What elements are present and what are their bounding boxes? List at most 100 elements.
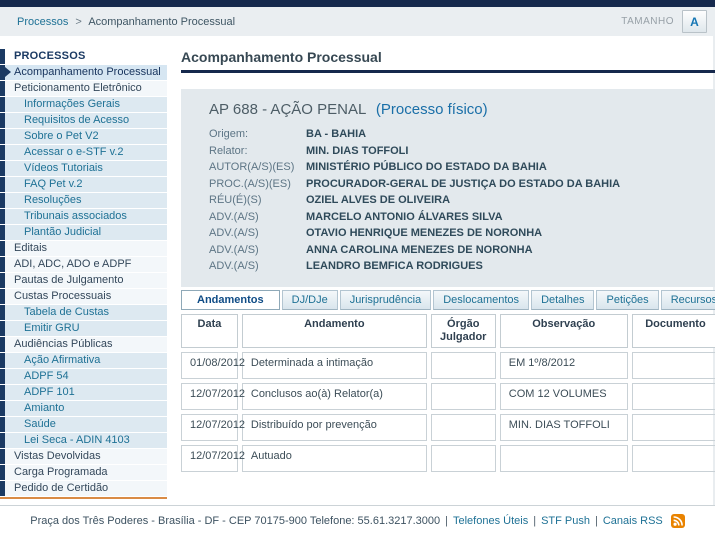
cell-andamento: Autuado bbox=[241, 444, 427, 472]
breadcrumb: Processos > Acompanhamento Processual bbox=[17, 16, 235, 28]
cell-data: 01/08/2012 bbox=[181, 351, 245, 379]
sidebar-item-acompanhamento-processual[interactable]: Acompanhamento Processual bbox=[0, 65, 167, 80]
cell-observacao: COM 12 VOLUMES bbox=[499, 382, 628, 410]
nav-marker bbox=[0, 321, 5, 336]
cell-orgao bbox=[430, 413, 496, 441]
col-header-data: Data bbox=[181, 313, 238, 348]
tab-deslocamentos[interactable]: Deslocamentos bbox=[433, 289, 530, 310]
font-size-control: TAMANHO A bbox=[621, 10, 707, 33]
breadcrumb-current: Acompanhamento Processual bbox=[88, 15, 236, 28]
sidebar-item-editais[interactable]: Editais bbox=[0, 241, 167, 256]
case-field-relator: Relator: MIN. DIAS TOFFOLI bbox=[209, 144, 409, 157]
case-field-adv-3: ADV.(A/S) ANNA CAROLINA MENEZES DE NORON… bbox=[209, 243, 533, 256]
nav-marker bbox=[0, 353, 5, 368]
cell-documento bbox=[631, 351, 715, 379]
sidebar-item-amianto[interactable]: Amianto bbox=[0, 401, 167, 416]
nav-marker bbox=[0, 49, 5, 64]
tab-andamentos[interactable]: Andamentos bbox=[181, 289, 280, 310]
sidebar-item-pedido-de-certidao[interactable]: Pedido de Certidão bbox=[0, 481, 167, 496]
case-number: AP 688 - AÇÃO PENAL bbox=[209, 101, 366, 118]
sidebar-item-adpf-101[interactable]: ADPF 101 bbox=[0, 385, 167, 400]
tab-jurisprudencia[interactable]: Jurisprudência bbox=[339, 289, 432, 310]
sidebar-item-vistas-devolvidas[interactable]: Vistas Devolvidas bbox=[0, 449, 167, 464]
tab-dj-dje[interactable]: DJ/DJe bbox=[281, 289, 338, 310]
nav-marker bbox=[0, 193, 5, 208]
sidebar-item-emitir-gru[interactable]: Emitir GRU bbox=[0, 321, 167, 336]
cell-orgao bbox=[430, 444, 496, 472]
sidebar-item-saude[interactable]: Saúde bbox=[0, 417, 167, 432]
font-size-button[interactable]: A bbox=[682, 10, 707, 33]
footer-address: Praça dos Três Poderes - Brasília - DF -… bbox=[30, 514, 441, 527]
top-navy-strip bbox=[0, 0, 715, 7]
sidebar-item-informacoes-gerais[interactable]: Informações Gerais bbox=[0, 97, 167, 112]
sidebar-item-pautas-de-julgamento[interactable]: Pautas de Julgamento bbox=[0, 273, 167, 288]
cell-data: 12/07/2012 bbox=[181, 382, 245, 410]
col-header-andamento: Andamento bbox=[241, 313, 427, 348]
sidebar-item-tribunais-associados[interactable]: Tribunais associados bbox=[0, 209, 167, 224]
tab-detalhes[interactable]: Detalhes bbox=[531, 289, 595, 310]
nav-marker bbox=[0, 209, 5, 224]
sidebar-item-resolucoes[interactable]: Resoluções bbox=[0, 193, 167, 208]
sidebar-item-requisitos-de-acesso[interactable]: Requisitos de Acesso bbox=[0, 113, 167, 128]
nav-marker bbox=[0, 113, 5, 128]
sidebar-item-adpf-54[interactable]: ADPF 54 bbox=[0, 369, 167, 384]
nav-marker bbox=[0, 401, 5, 416]
footer-link-stf-push[interactable]: STF Push bbox=[541, 514, 590, 527]
cell-data: 12/07/2012 bbox=[181, 444, 245, 472]
nav-marker bbox=[0, 465, 5, 480]
nav-marker bbox=[0, 337, 5, 352]
breadcrumb-separator: > bbox=[75, 15, 82, 28]
sidebar-item-videos-tutoriais[interactable]: Vídeos Tutoriais bbox=[0, 161, 167, 176]
sidebar-item-acao-afirmativa[interactable]: Ação Afirmativa bbox=[0, 353, 167, 368]
case-field-autor: AUTOR(A/S)(ES) MINISTÉRIO PÚBLICO DO EST… bbox=[209, 161, 547, 173]
cell-observacao bbox=[499, 444, 628, 472]
nav-marker bbox=[0, 273, 5, 288]
table-row: 01/08/2012 Determinada a intimação EM 1º… bbox=[181, 351, 715, 379]
sidebar-item-processos[interactable]: PROCESSOS bbox=[0, 49, 167, 64]
nav-marker bbox=[0, 417, 5, 432]
case-tabs: Andamentos DJ/DJe Jurisprudência Desloca… bbox=[181, 289, 715, 310]
cell-observacao: MIN. DIAS TOFFOLI bbox=[499, 413, 628, 441]
case-type-physical: (Processo físico) bbox=[375, 101, 488, 118]
case-field-proc: PROC.(A/S)(ES) PROCURADOR-GERAL DE JUSTI… bbox=[209, 177, 621, 190]
sidebar-item-faq-pet[interactable]: FAQ Pet v.2 bbox=[0, 177, 167, 192]
case-field-reu: RÉU(É)(S) OZIEL ALVES DE OLIVEIRA bbox=[209, 194, 451, 206]
main-content: Acompanhamento Processual AP 688 - AÇÃO … bbox=[181, 49, 715, 476]
footer-link-telefones-uteis[interactable]: Telefones Úteis bbox=[452, 514, 529, 527]
main-columns: PROCESSOS Acompanhamento Processual Peti… bbox=[0, 36, 715, 499]
cell-observacao: EM 1º/8/2012 bbox=[499, 351, 628, 379]
cell-orgao bbox=[430, 351, 496, 379]
size-label: TAMANHO bbox=[621, 16, 674, 27]
nav-marker bbox=[0, 369, 5, 384]
case-field-adv-2: ADV.(A/S) OTAVIO HENRIQUE MENEZES DE NOR… bbox=[209, 227, 543, 239]
sidebar-item-sobre-o-pet-v2[interactable]: Sobre o Pet V2 bbox=[0, 129, 167, 144]
sidebar-item-acessar-o-estf[interactable]: Acessar o e-STF v.2 bbox=[0, 145, 167, 160]
rss-icon[interactable] bbox=[670, 513, 685, 528]
sidebar-item-adi-adc-ado-adpf[interactable]: ADI, ADC, ADO e ADPF bbox=[0, 257, 167, 272]
sidebar-item-carga-programada[interactable]: Carga Programada bbox=[0, 465, 167, 480]
tab-peticoes[interactable]: Petições bbox=[596, 289, 659, 310]
sidebar-item-audiencias-publicas[interactable]: Audiências Públicas bbox=[0, 337, 167, 352]
footer-link-canais-rss[interactable]: Canais RSS bbox=[602, 514, 663, 527]
sidebar-item-custas-processuais[interactable]: Custas Processuais bbox=[0, 289, 167, 304]
page-title: Acompanhamento Processual bbox=[181, 49, 715, 73]
table-header-row: Data Andamento Órgão Julgador Observação… bbox=[181, 313, 715, 348]
case-field-adv-1: ADV.(A/S) MARCELO ANTONIO ÁLVARES SILVA bbox=[209, 210, 503, 223]
case-title: AP 688 - AÇÃO PENAL (Processo físico) bbox=[209, 101, 715, 118]
sidebar-item-plantao-judicial[interactable]: Plantão Judicial bbox=[0, 225, 167, 240]
table-row: 12/07/2012 Distribuído por prevenção MIN… bbox=[181, 413, 715, 441]
sidebar-item-lei-seca-adin-4103[interactable]: Lei Seca - ADIN 4103 bbox=[0, 433, 167, 448]
sidebar-item-tabela-de-custas[interactable]: Tabela de Custas bbox=[0, 305, 167, 320]
sidebar-item-peticionamento-eletronico[interactable]: Peticionamento Eletrônico bbox=[0, 81, 167, 96]
footer-separator: | bbox=[594, 514, 598, 527]
tab-recursos[interactable]: Recursos bbox=[660, 289, 715, 310]
cell-documento bbox=[631, 413, 715, 441]
nav-marker bbox=[0, 81, 5, 96]
cell-andamento: Determinada a intimação bbox=[241, 351, 427, 379]
breadcrumb-link-processos[interactable]: Processos bbox=[17, 15, 69, 28]
nav-marker bbox=[0, 161, 5, 176]
andamentos-table: Data Andamento Órgão Julgador Observação… bbox=[177, 310, 715, 476]
nav-marker bbox=[0, 305, 5, 320]
nav-marker bbox=[0, 481, 5, 496]
case-field-origem: Origem: BA - BAHIA bbox=[209, 128, 367, 140]
